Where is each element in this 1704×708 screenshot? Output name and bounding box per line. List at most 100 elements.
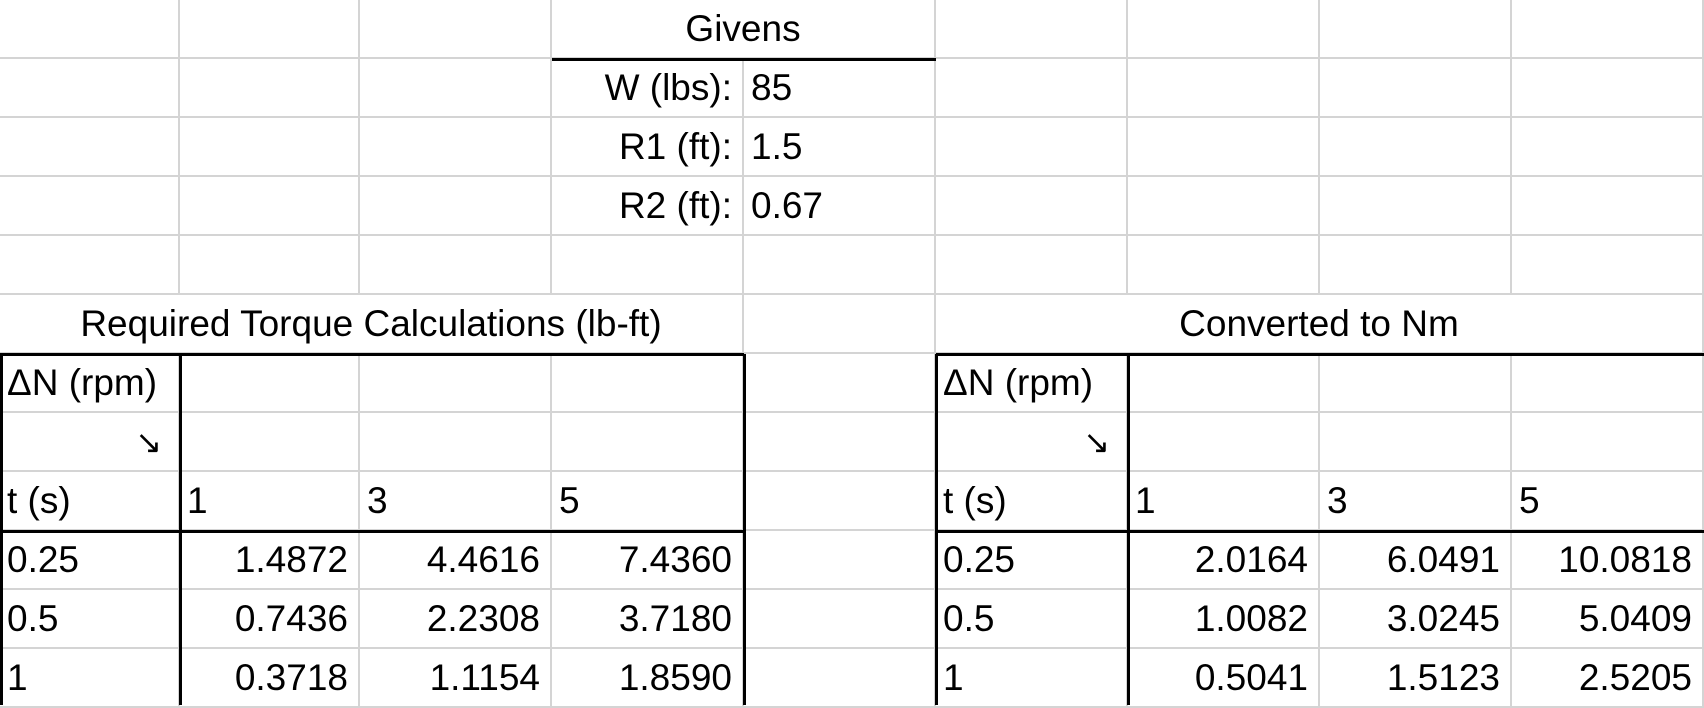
empty-cell[interactable]	[744, 354, 936, 413]
nm-value-cell[interactable]: 10.0818	[1512, 531, 1704, 590]
empty-cell[interactable]	[936, 177, 1128, 236]
nm-row-header[interactable]: 1	[936, 649, 1128, 708]
torque-corner-arrow[interactable]: ↘	[0, 413, 180, 472]
torque-col-header[interactable]: 3	[360, 472, 552, 531]
nm-value-cell[interactable]: 1.5123	[1320, 649, 1512, 708]
nm-row-axis-label[interactable]: t (s)	[936, 472, 1128, 531]
nm-value-cell[interactable]: 1.0082	[1128, 590, 1320, 649]
empty-cell[interactable]	[1128, 236, 1320, 295]
torque-col-header[interactable]: 1	[180, 472, 360, 531]
empty-cell[interactable]	[0, 0, 180, 59]
empty-cell[interactable]	[1128, 59, 1320, 118]
torque-value-cell[interactable]: 1.4872	[180, 531, 360, 590]
givens-header[interactable]: Givens	[552, 0, 936, 59]
nm-row-header[interactable]: 0.5	[936, 590, 1128, 649]
nm-title[interactable]: Converted to Nm	[936, 295, 1704, 354]
torque-value-cell[interactable]: 3.7180	[552, 590, 744, 649]
empty-cell[interactable]	[1128, 177, 1320, 236]
empty-cell[interactable]	[936, 236, 1128, 295]
empty-cell[interactable]	[0, 118, 180, 177]
empty-cell[interactable]	[360, 236, 552, 295]
nm-corner-label[interactable]: ΔN (rpm)	[936, 354, 1128, 413]
empty-cell[interactable]	[180, 413, 360, 472]
empty-cell[interactable]	[0, 236, 180, 295]
torque-row-header[interactable]: 0.25	[0, 531, 180, 590]
empty-cell[interactable]	[744, 649, 936, 708]
nm-value-cell[interactable]: 5.0409	[1512, 590, 1704, 649]
empty-cell[interactable]	[1320, 354, 1512, 413]
nm-value-cell[interactable]: 6.0491	[1320, 531, 1512, 590]
empty-cell[interactable]	[360, 118, 552, 177]
empty-cell[interactable]	[180, 0, 360, 59]
empty-cell[interactable]	[360, 59, 552, 118]
torque-value-cell[interactable]: 0.3718	[180, 649, 360, 708]
empty-cell[interactable]	[1320, 413, 1512, 472]
empty-cell[interactable]	[744, 531, 936, 590]
empty-cell[interactable]	[936, 0, 1128, 59]
nm-col-header[interactable]: 5	[1512, 472, 1704, 531]
torque-value-cell[interactable]: 4.4616	[360, 531, 552, 590]
given-value[interactable]: 1.5	[744, 118, 936, 177]
empty-cell[interactable]	[180, 177, 360, 236]
nm-col-header[interactable]: 3	[1320, 472, 1512, 531]
nm-corner-arrow[interactable]: ↘	[936, 413, 1128, 472]
torque-value-cell[interactable]: 0.7436	[180, 590, 360, 649]
empty-cell[interactable]	[360, 354, 552, 413]
nm-col-header[interactable]: 1	[1128, 472, 1320, 531]
empty-cell[interactable]	[936, 59, 1128, 118]
empty-cell[interactable]	[1128, 0, 1320, 59]
torque-title[interactable]: Required Torque Calculations (lb-ft)	[0, 295, 744, 354]
torque-col-header[interactable]: 5	[552, 472, 744, 531]
empty-cell[interactable]	[744, 413, 936, 472]
empty-cell[interactable]	[552, 236, 744, 295]
empty-cell[interactable]	[360, 0, 552, 59]
empty-cell[interactable]	[744, 590, 936, 649]
empty-cell[interactable]	[1512, 354, 1704, 413]
empty-cell[interactable]	[552, 413, 744, 472]
empty-cell[interactable]	[1320, 236, 1512, 295]
empty-cell[interactable]	[552, 354, 744, 413]
given-value[interactable]: 0.67	[744, 177, 936, 236]
nm-row-header[interactable]: 0.25	[936, 531, 1128, 590]
empty-cell[interactable]	[1512, 413, 1704, 472]
empty-cell[interactable]	[1512, 177, 1704, 236]
given-value[interactable]: 85	[744, 59, 936, 118]
torque-value-cell[interactable]: 1.8590	[552, 649, 744, 708]
empty-cell[interactable]	[0, 177, 180, 236]
torque-value-cell[interactable]: 1.1154	[360, 649, 552, 708]
given-label[interactable]: R1 (ft):	[552, 118, 744, 177]
empty-cell[interactable]	[180, 118, 360, 177]
empty-cell[interactable]	[1512, 0, 1704, 59]
given-label[interactable]: W (lbs):	[552, 59, 744, 118]
empty-cell[interactable]	[360, 413, 552, 472]
empty-cell[interactable]	[744, 295, 936, 354]
empty-cell[interactable]	[1512, 118, 1704, 177]
nm-value-cell[interactable]: 3.0245	[1320, 590, 1512, 649]
nm-value-cell[interactable]: 0.5041	[1128, 649, 1320, 708]
empty-cell[interactable]	[360, 177, 552, 236]
empty-cell[interactable]	[1512, 236, 1704, 295]
nm-value-cell[interactable]: 2.5205	[1512, 649, 1704, 708]
empty-cell[interactable]	[1320, 0, 1512, 59]
torque-corner-label[interactable]: ΔN (rpm)	[0, 354, 180, 413]
empty-cell[interactable]	[1320, 177, 1512, 236]
torque-value-cell[interactable]: 7.4360	[552, 531, 744, 590]
empty-cell[interactable]	[180, 236, 360, 295]
empty-cell[interactable]	[1320, 59, 1512, 118]
empty-cell[interactable]	[180, 354, 360, 413]
given-label[interactable]: R2 (ft):	[552, 177, 744, 236]
empty-cell[interactable]	[744, 472, 936, 531]
empty-cell[interactable]	[0, 59, 180, 118]
empty-cell[interactable]	[1320, 118, 1512, 177]
empty-cell[interactable]	[1128, 354, 1320, 413]
torque-value-cell[interactable]: 2.2308	[360, 590, 552, 649]
torque-row-header[interactable]: 1	[0, 649, 180, 708]
nm-value-cell[interactable]: 2.0164	[1128, 531, 1320, 590]
torque-row-header[interactable]: 0.5	[0, 590, 180, 649]
empty-cell[interactable]	[1512, 59, 1704, 118]
empty-cell[interactable]	[1128, 413, 1320, 472]
torque-row-axis-label[interactable]: t (s)	[0, 472, 180, 531]
empty-cell[interactable]	[744, 236, 936, 295]
empty-cell[interactable]	[180, 59, 360, 118]
empty-cell[interactable]	[1128, 118, 1320, 177]
